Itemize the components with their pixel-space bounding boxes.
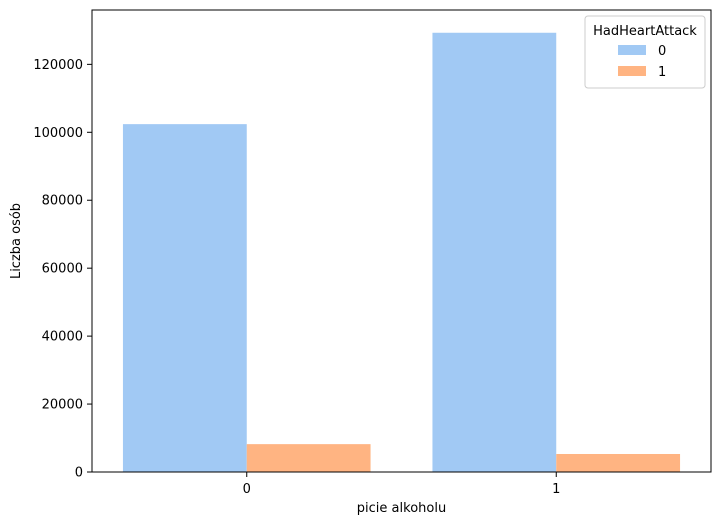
y-tick-label: 60000 xyxy=(42,262,83,277)
bar-1-series-1 xyxy=(556,453,681,472)
legend-title: HadHeartAttack xyxy=(593,24,697,39)
bar-0-series-0 xyxy=(122,124,247,472)
legend-swatch-1 xyxy=(618,66,646,76)
x-axis-title: picie alkoholu xyxy=(357,501,446,516)
x-tick-label: 0 xyxy=(243,482,251,497)
legend-entries: 01 xyxy=(618,44,666,80)
y-axis-title: Liczba osób xyxy=(9,203,24,279)
legend-label-1: 1 xyxy=(658,65,666,80)
y-tick-label: 80000 xyxy=(42,194,83,209)
legend-label-0: 0 xyxy=(658,44,666,59)
y-tick-label: 0 xyxy=(75,466,83,481)
bar-1-series-0 xyxy=(432,32,557,473)
bar-0-series-1 xyxy=(246,444,371,472)
legend: HadHeartAttack 01 xyxy=(584,15,706,89)
plot-frame xyxy=(91,9,712,473)
y-tick-label: 40000 xyxy=(42,330,83,345)
y-tick-label: 120000 xyxy=(33,58,83,73)
legend-swatch-0 xyxy=(618,45,646,55)
y-tick-label: 100000 xyxy=(33,126,83,141)
bars-layer xyxy=(122,32,681,473)
y-tick-label: 20000 xyxy=(42,398,83,413)
x-tick-label: 1 xyxy=(552,482,560,497)
y-axis: 0 20000 40000 60000 80000 100000 120000 xyxy=(33,58,92,481)
